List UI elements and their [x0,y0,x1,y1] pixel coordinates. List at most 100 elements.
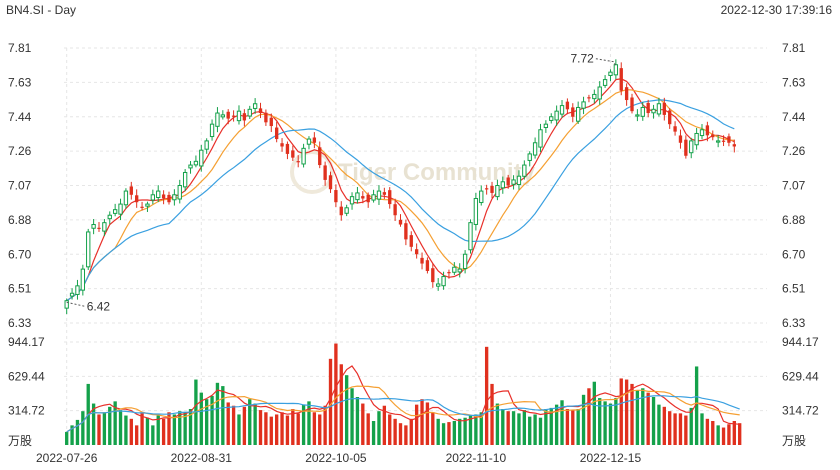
volume-bar [210,395,214,445]
price-tick-label-left: 7.81 [8,41,32,55]
candle-body [608,71,613,76]
volume-bar [684,415,688,445]
volume-bar [318,414,322,445]
ma20-line [66,99,735,302]
candle-body [199,149,204,167]
candle-body [296,161,300,163]
candle-body [689,140,694,154]
volume-bar [598,398,602,445]
candle-body [193,160,199,166]
candle-body [592,93,597,100]
volume-bar [603,401,607,445]
volume-bar [140,412,144,445]
candle-body [182,171,188,188]
candle-body [715,140,721,143]
candle-body [473,198,479,225]
candle-body [91,224,96,229]
volume-bar [608,403,613,445]
candle-body [457,268,462,273]
candle-body [280,143,284,147]
price-tick-label-left: 7.07 [8,179,32,193]
candle-body [252,103,258,109]
volume-bar [221,386,225,445]
volume-bar [124,415,128,445]
volume-bar [678,413,683,445]
volume-bar [398,423,403,445]
volume-tick-label-left: 944.17 [8,335,45,349]
candle-body [209,123,215,138]
price-tick-label-right: 6.33 [782,316,806,330]
candle-body [156,190,161,199]
volume-bar [474,414,478,445]
volume-bar [619,378,623,445]
candle-body [226,111,230,119]
candle-body [522,164,527,177]
candle-body [624,87,629,101]
volume-bar [576,409,580,445]
candle-body [571,107,575,117]
candle-body [668,110,672,125]
candle-body [204,140,209,150]
volume-bar [458,418,462,445]
volume-bar [70,425,74,445]
candle-body [306,138,312,145]
high-marker-line [595,58,617,67]
candle-body [318,147,322,166]
candle-body [565,101,570,110]
volume-bar [129,418,133,445]
volume-bar [102,412,107,445]
candle-body [699,129,705,137]
candle-body [247,108,252,117]
candle-body [167,194,171,203]
candle-body [371,194,376,201]
volume-bar [517,413,521,445]
candle-body [102,222,107,232]
volume-bar [183,412,187,445]
volume-bar [463,417,467,445]
volume-bar [65,431,69,445]
candle-body [441,276,446,287]
volume-bar [689,407,693,445]
price-tick-label-right: 7.26 [782,144,806,158]
candle-body [140,206,144,208]
volume-bar [371,421,376,445]
candle-body [161,194,166,199]
volume-bar [339,364,343,445]
volume-bar [91,403,96,445]
volume-bar [334,343,338,445]
price-tick-label-left: 6.70 [8,247,32,261]
volume-bar [226,402,230,445]
candle-body [500,181,505,189]
volume-bar [205,399,209,445]
volume-unit-label-left: 万股 [8,434,32,448]
volume-bar [436,418,440,445]
volume-bar [614,398,618,445]
volume-bar [495,403,500,445]
volume-tick-label-left: 314.72 [8,404,45,418]
candle-body [484,188,489,190]
candle-body [135,195,139,203]
candle-body [177,185,182,200]
volume-bar [468,415,473,445]
volume-bar [199,392,203,445]
volume-bar [285,415,290,445]
candle-body [80,268,86,291]
volume-bar [560,400,564,445]
volume-ma10-line [66,385,740,433]
candle-body [640,106,645,117]
candle-body [549,116,554,121]
candle-body [538,129,543,148]
candle-body [188,164,193,169]
candle-body [532,142,538,156]
candle-body [490,185,494,193]
candle-body [382,192,387,195]
volume-bar [296,413,300,445]
candle-body [269,117,273,127]
volume-bar [651,397,656,445]
candle-body [328,175,333,190]
volume-bar [511,411,516,445]
low-annotation: 6.42 [87,299,111,313]
candle-body [732,144,736,147]
volume-bar [350,388,354,445]
